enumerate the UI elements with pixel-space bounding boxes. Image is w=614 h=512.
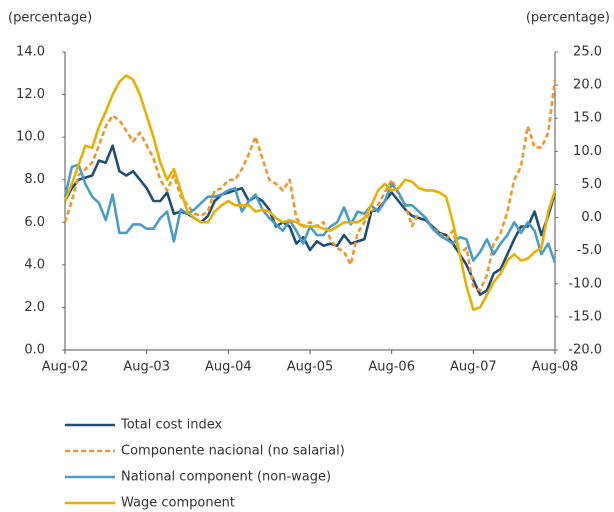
- series-line: [63, 74, 557, 311]
- x-tick-label: Aug-08: [532, 360, 579, 375]
- y-axis-label: (percentage): [8, 11, 92, 26]
- series-line: [63, 79, 557, 292]
- y-tick-label: 0.0: [24, 343, 45, 358]
- x-tick-label: Aug-05: [287, 360, 334, 375]
- y-tick-label: 2.0: [24, 300, 45, 315]
- y-tick-label: 8.0: [24, 172, 45, 187]
- y2-tick-label: 10.0: [573, 144, 602, 159]
- legend-label: Componente nacional (no salarial): [121, 444, 345, 459]
- y-tick-label: 12.0: [16, 87, 45, 102]
- y-tick-label: 4.0: [24, 257, 45, 272]
- legend-label: Total cost index: [120, 418, 222, 433]
- y2-tick-label: -10.0: [568, 276, 602, 291]
- x-tick-label: Aug-02: [42, 360, 89, 375]
- series-line: [63, 144, 557, 296]
- y2-tick-label: 0.0: [581, 210, 602, 225]
- x-tick-label: Aug-06: [368, 360, 415, 375]
- legend-label: Wage component: [121, 496, 235, 511]
- y2-tick-label: 5.0: [581, 177, 602, 192]
- legend-label: National component (non-wage): [121, 470, 331, 485]
- y-tick-label: 6.0: [24, 215, 45, 230]
- y-tick-label: 14.0: [16, 45, 45, 60]
- y2-tick-label: 25.0: [573, 45, 602, 60]
- y2-tick-label: -20.0: [568, 343, 602, 358]
- y-tick-label: 10.0: [16, 130, 45, 145]
- y2-tick-label: 20.0: [573, 78, 602, 93]
- y2-tick-label: 15.0: [573, 111, 602, 126]
- y2-tick-label: -5.0: [577, 243, 602, 258]
- x-tick-label: Aug-04: [205, 360, 252, 375]
- x-tick-label: Aug-03: [123, 360, 170, 375]
- y2-axis-label: (percentage): [526, 11, 610, 26]
- x-tick-label: Aug-07: [450, 360, 497, 375]
- y2-tick-label: -15.0: [568, 309, 602, 324]
